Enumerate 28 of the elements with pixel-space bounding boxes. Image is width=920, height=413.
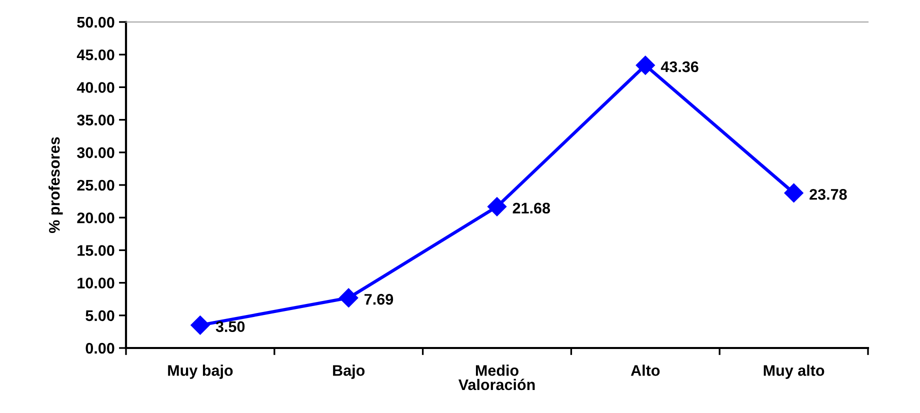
y-axis-title: % profesores (48, 137, 63, 234)
y-tick-label: 45.00 (76, 49, 114, 60)
y-tick-label: 30.00 (77, 147, 114, 158)
y-tick-label: 10.00 (78, 278, 114, 288)
x-axis-title: Valoración (458, 378, 535, 390)
y-tick-label: 15.00 (78, 245, 114, 256)
y-tick-label: 35.00 (77, 114, 114, 126)
x-tick-label: Medio (476, 364, 518, 376)
y-tick-label: 50.00 (77, 16, 114, 28)
x-tick-label: Bajo (333, 364, 365, 379)
data-label: 21.68 (512, 202, 550, 214)
point (190, 316, 210, 335)
y-tick-label: 25.00 (77, 180, 114, 191)
x-tick-label: Muy alto (764, 364, 824, 379)
x-tick-label: Muy bajo (168, 364, 233, 379)
point (784, 183, 804, 202)
data-label: 43.36 (660, 61, 698, 72)
y-tick-label: 40.00 (76, 82, 114, 93)
point (339, 288, 358, 308)
data-label: 7.69 (364, 294, 394, 305)
y-tick-label: 20.00 (77, 212, 114, 224)
point (636, 56, 655, 75)
x-tick-label: Alto (630, 364, 660, 376)
y-tick-label: 5.00 (86, 310, 114, 322)
y-tick-label: 0.00 (86, 342, 114, 354)
data-label: 23.78 (810, 189, 847, 200)
point (487, 197, 507, 216)
data-label: 3.50 (216, 321, 245, 332)
